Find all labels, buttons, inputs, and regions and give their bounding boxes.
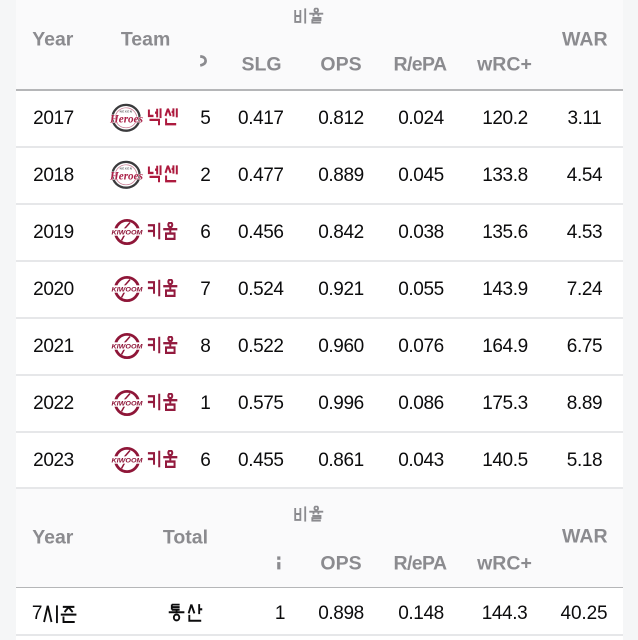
- svg-text:NEXEN: NEXEN: [119, 166, 132, 170]
- svg-text:Heroes: Heroes: [109, 168, 143, 182]
- svg-text:NEXEN: NEXEN: [119, 109, 132, 113]
- svg-text:Heroes: Heroes: [109, 111, 143, 125]
- svg-text:KIWOOM: KIWOOM: [111, 230, 143, 237]
- svg-text:KIWOOM: KIWOOM: [111, 458, 143, 465]
- svg-text:KIWOOM: KIWOOM: [111, 344, 143, 351]
- svg-text:KIWOOM: KIWOOM: [111, 401, 143, 408]
- svg-text:KIWOOM: KIWOOM: [111, 287, 143, 294]
